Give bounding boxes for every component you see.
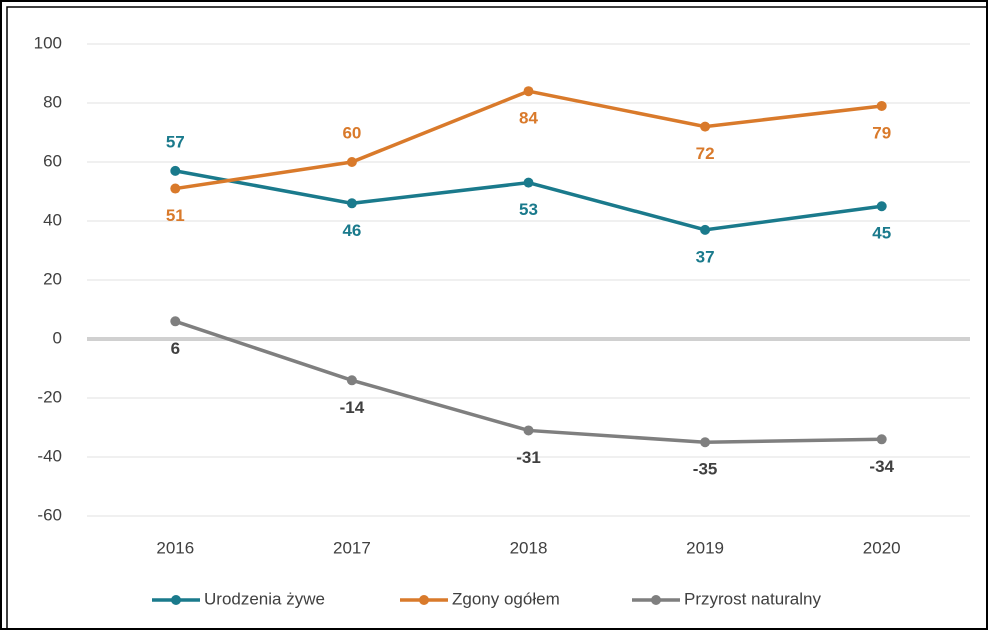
data-point: [876, 201, 887, 212]
data-label: 6: [171, 339, 180, 358]
legend-label: Przyrost naturalny: [684, 589, 821, 608]
y-tick-label: 0: [53, 328, 62, 347]
data-label: 46: [342, 221, 361, 240]
data-point: [346, 198, 357, 209]
legend-label: Urodzenia żywe: [204, 589, 325, 608]
data-label: 45: [872, 224, 891, 243]
y-tick-label: 100: [34, 33, 62, 52]
x-tick-label: 2020: [863, 538, 901, 557]
legend-marker: [651, 595, 661, 605]
x-tick-label: 2017: [333, 538, 371, 557]
y-tick-label: 60: [43, 151, 62, 170]
x-tick-label: 2018: [510, 538, 548, 557]
data-point: [700, 437, 711, 448]
y-tick-label: 80: [43, 92, 62, 111]
data-point: [170, 165, 181, 176]
data-point: [876, 100, 887, 111]
data-point: [523, 177, 534, 188]
legend-marker: [419, 595, 429, 605]
legend-marker: [171, 595, 181, 605]
data-label: 57: [166, 132, 185, 151]
legend-label: Zgony ogółem: [452, 589, 560, 608]
series-line: [175, 89, 882, 191]
data-label: -35: [693, 460, 718, 479]
data-label: -31: [516, 448, 541, 467]
y-tick-label: 20: [43, 269, 62, 288]
data-label: 53: [519, 200, 538, 219]
data-label: 51: [166, 206, 185, 225]
x-tick-label: 2019: [686, 538, 724, 557]
data-label: 79: [872, 123, 891, 142]
x-tick-label: 2016: [156, 538, 194, 557]
data-point: [346, 157, 357, 167]
data-point: [523, 86, 534, 97]
data-point: [170, 316, 181, 327]
data-label: 84: [519, 109, 538, 128]
y-tick-label: 40: [43, 210, 62, 229]
data-label: 37: [696, 247, 715, 266]
inner-frame: [6, 6, 988, 635]
data-point: [523, 425, 534, 436]
data-point: [876, 434, 887, 445]
data-point: [700, 224, 711, 235]
data-point: [170, 183, 181, 194]
data-point: [346, 375, 357, 386]
data-label: -34: [869, 457, 894, 476]
y-tick-label: -40: [37, 446, 62, 465]
data-label: 60: [342, 123, 361, 142]
data-label: -14: [340, 398, 365, 417]
y-tick-label: -60: [37, 505, 62, 524]
data-label: 72: [696, 144, 715, 163]
y-tick-label: -20: [37, 387, 62, 406]
data-point: [700, 121, 711, 132]
